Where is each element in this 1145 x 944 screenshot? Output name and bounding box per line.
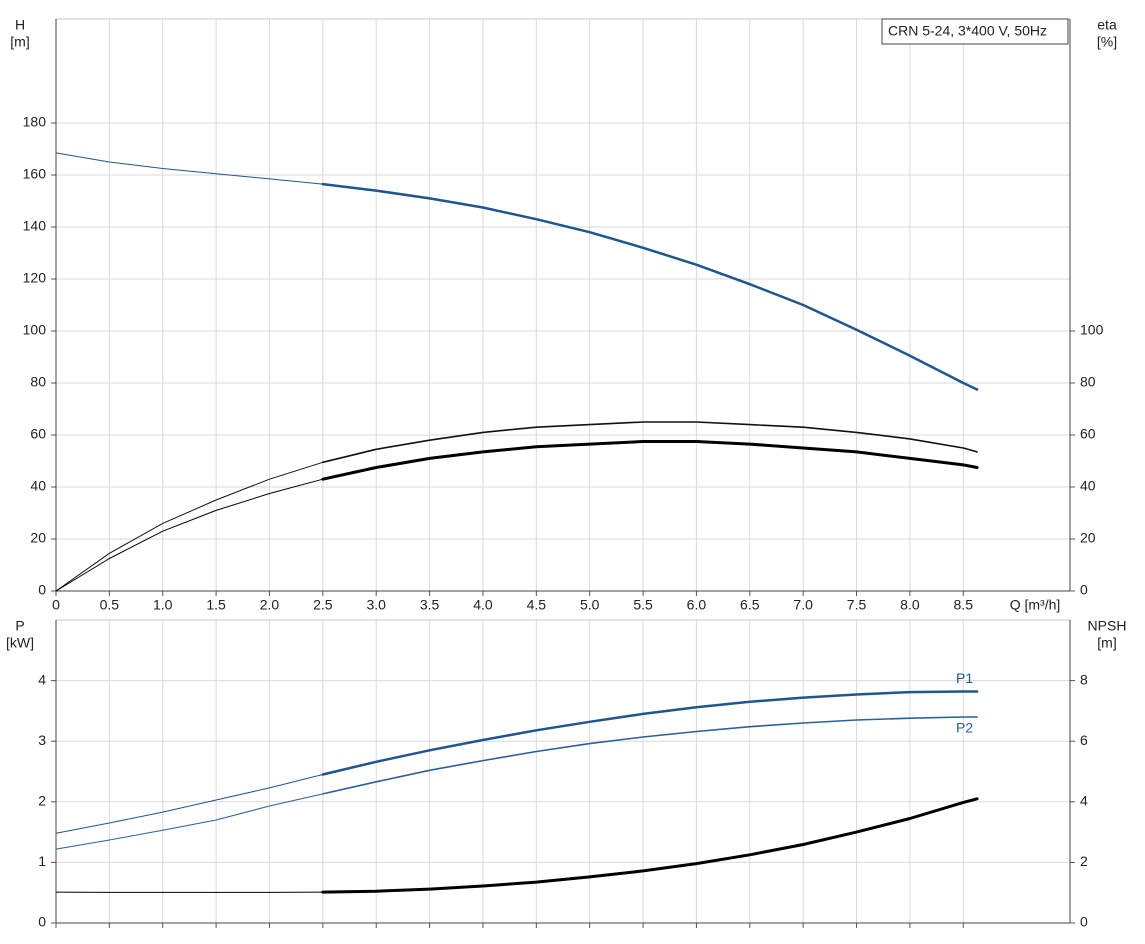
x-tick-label: 3.5 <box>420 597 440 613</box>
y-tick-label: 2 <box>38 793 46 809</box>
y2-tick-label: 6 <box>1080 732 1088 748</box>
y-tick-label: 120 <box>23 270 47 286</box>
x-tick-label: 7.0 <box>793 597 813 613</box>
y2-tick-label: 0 <box>1080 914 1088 930</box>
curve <box>321 440 979 481</box>
x-tick-label: 6.0 <box>687 597 707 613</box>
x-axis-label: Q [m³/h] <box>1010 597 1061 613</box>
y-tick-label: 80 <box>30 374 46 390</box>
series-label: P1 <box>956 670 973 686</box>
x-tick-label: 7.5 <box>847 597 867 613</box>
y2-tick-label: 8 <box>1080 671 1088 687</box>
x-tick-label: 8.0 <box>900 597 920 613</box>
y2-axis-label: [%] <box>1097 34 1117 50</box>
x-tick-label: 4.5 <box>527 597 547 613</box>
y-tick-label: 4 <box>38 671 46 687</box>
y-axis-label: [m] <box>10 34 29 50</box>
y-tick-label: 180 <box>23 114 47 130</box>
curve <box>322 421 978 464</box>
curve <box>321 690 979 776</box>
y-tick-label: 140 <box>23 218 47 234</box>
x-tick-label: 6.5 <box>740 597 760 613</box>
series-label: P2 <box>956 720 973 736</box>
y2-tick-label: 2 <box>1080 853 1088 869</box>
curve-thin <box>55 793 324 850</box>
y2-axis-label: [m] <box>1097 635 1116 651</box>
y-axis-label: [kW] <box>6 635 34 651</box>
x-tick-label: 8.5 <box>954 597 974 613</box>
y2-tick-label: 4 <box>1080 793 1088 809</box>
x-tick-label: 5.5 <box>633 597 653 613</box>
y-axis-label: P <box>15 618 24 634</box>
x-tick-label: 2.5 <box>313 597 333 613</box>
annotation: CRN 5-24, 3*400 V, 50Hz <box>888 23 1047 39</box>
curve-thin <box>55 461 324 592</box>
y-tick-label: 20 <box>30 530 46 546</box>
y2-tick-label: 0 <box>1080 582 1088 598</box>
plot-frame <box>55 619 1071 924</box>
y2-tick-label: 80 <box>1080 374 1096 390</box>
y2-tick-label: 40 <box>1080 478 1096 494</box>
y-tick-label: 60 <box>30 426 46 442</box>
curve-thin <box>55 774 324 834</box>
y2-tick-label: 20 <box>1080 530 1096 546</box>
x-tick-label: 1.5 <box>206 597 226 613</box>
y2-axis-label: eta <box>1097 17 1117 33</box>
plot-frame <box>55 18 1071 592</box>
y-tick-label: 40 <box>30 478 46 494</box>
y2-axis-label: NPSH <box>1088 618 1127 634</box>
y-tick-label: 160 <box>23 166 47 182</box>
annotation-box <box>881 18 1069 45</box>
x-tick-label: 0 <box>52 597 60 613</box>
curve <box>321 797 979 894</box>
x-tick-label: 2.0 <box>260 597 280 613</box>
y2-tick-label: 60 <box>1080 426 1096 442</box>
y-tick-label: 1 <box>38 853 46 869</box>
y-tick-label: 0 <box>38 914 46 930</box>
y-tick-label: 3 <box>38 732 46 748</box>
x-tick-label: 0.5 <box>100 597 120 613</box>
y-tick-label: 100 <box>23 322 47 338</box>
curve <box>322 716 978 795</box>
y-axis-label: H <box>15 17 25 33</box>
y2-tick-label: 100 <box>1080 322 1104 338</box>
x-tick-label: 1.0 <box>153 597 173 613</box>
curve <box>321 182 979 391</box>
x-tick-label: 5.0 <box>580 597 600 613</box>
x-tick-label: 4.0 <box>473 597 493 613</box>
x-tick-label: 3.0 <box>366 597 386 613</box>
curve-thin <box>55 478 324 592</box>
curve-thin <box>55 152 324 185</box>
y-tick-label: 0 <box>38 582 46 598</box>
